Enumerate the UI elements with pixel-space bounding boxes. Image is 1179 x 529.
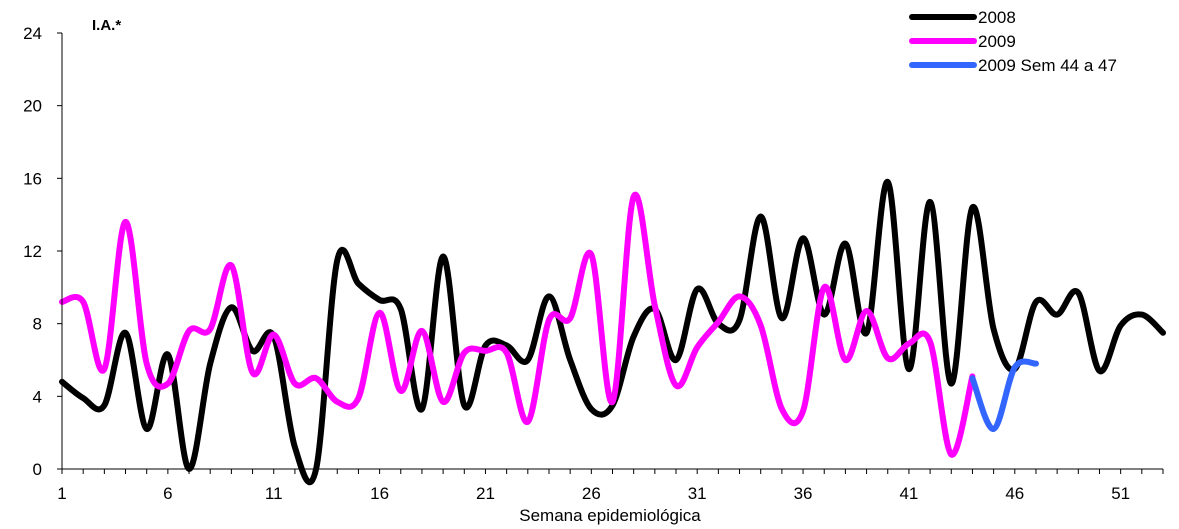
y-tick-label: 0 [33, 460, 42, 479]
x-tick-label: 31 [688, 484, 707, 503]
x-tick-label: 36 [794, 484, 813, 503]
x-axis-title: Semana epidemiológica [519, 506, 701, 525]
legend-label-2: 2009 [978, 32, 1016, 51]
series-line-3 [969, 358, 1039, 433]
x-tick-label: 6 [163, 484, 172, 503]
x-tick-label: 1 [57, 484, 66, 503]
x-tick-label: 11 [265, 484, 283, 503]
x-axis-ticks: 1 6 11 16 21 26 31 36 41 46 51 [57, 469, 1164, 503]
y-tick-label: 20 [23, 97, 42, 116]
y-axis-title: I.A.* [92, 17, 121, 34]
y-tick-label: 12 [23, 242, 42, 261]
y-tick-label: 24 [23, 24, 42, 43]
x-tick-label: 46 [1005, 484, 1024, 503]
series-line-2 [59, 191, 976, 458]
legend-label-1: 2008 [978, 8, 1016, 27]
y-tick-label: 4 [33, 387, 42, 406]
x-tick-label: 16 [370, 484, 389, 503]
x-tick-label: 26 [582, 484, 601, 503]
x-tick-label: 41 [899, 484, 918, 503]
legend-label-3: 2009 Sem 44 a 47 [978, 56, 1117, 75]
series-line-1 [59, 178, 1166, 486]
y-axis-ticks: 0 4 8 12 16 20 24 [23, 24, 62, 479]
y-tick-label: 16 [23, 169, 42, 188]
x-tick-label: 21 [476, 484, 495, 503]
y-tick-label: 8 [33, 315, 42, 334]
x-tick-label: 51 [1111, 484, 1130, 503]
series-layer [59, 178, 1166, 486]
legend: 2008 2009 2009 Sem 44 a 47 [909, 8, 1117, 75]
